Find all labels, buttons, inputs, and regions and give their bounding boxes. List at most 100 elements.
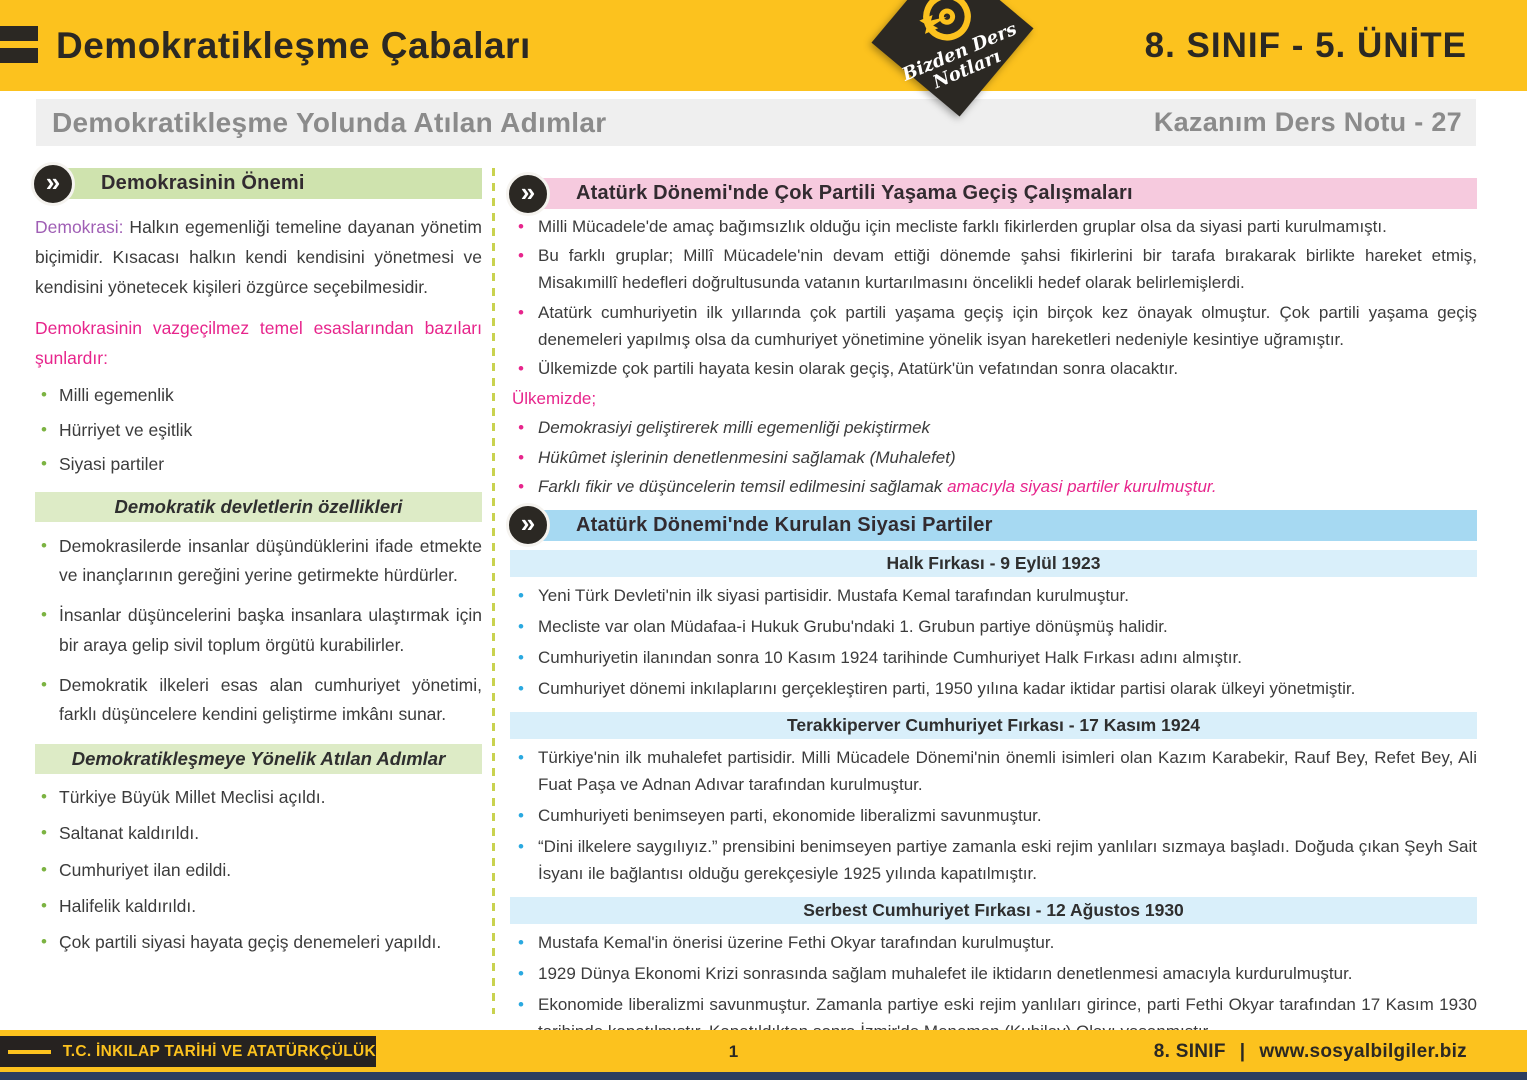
- brand-ribbon-badge: Bizden Ders Notları: [871, 0, 1034, 117]
- list-item: • Cumhuriyet ilan edildi.: [35, 857, 482, 883]
- chevron-badge-icon: »: [31, 161, 75, 206]
- bullet-icon: •: [41, 787, 47, 807]
- chevron-badge-icon: »: [506, 171, 550, 216]
- bullet-icon: •: [518, 963, 524, 983]
- page-number: 1: [728, 1041, 739, 1061]
- list-item: • Atatürk cumhuriyetin ilk yıllarında ço…: [510, 299, 1477, 353]
- footer-rule-icon: [8, 1049, 51, 1054]
- list-item: • Bu farklı gruplar; Millî Mücadele'nin …: [510, 242, 1477, 296]
- party-block-halk-firkasi: Halk Fırkası - 9 Eylül 1923 • Yeni Türk …: [510, 549, 1477, 703]
- list-item: • Çok partili siyasi hayata geçiş deneme…: [35, 929, 482, 955]
- section-header-multiparty-attempts: » Atatürk Dönemi'nde Çok Partili Yaşama …: [506, 171, 1477, 216]
- bullet-icon: •: [518, 358, 524, 378]
- list-item: • Farklı fikir ve düşüncelerin temsil ed…: [510, 473, 1477, 500]
- note-number-label: Kazanım Ders Notu - 27: [1153, 107, 1462, 137]
- list-item: • Siyasi partiler: [35, 452, 482, 477]
- chevron-badge-icon: »: [506, 503, 550, 548]
- target-arrow-logo-icon: [909, 0, 981, 54]
- bullet-icon: •: [41, 895, 47, 915]
- bullet-icon: •: [518, 476, 524, 496]
- bullet-icon: •: [41, 454, 47, 474]
- party-facts-list: • Mustafa Kemal'in önerisi üzerine Fethi…: [510, 929, 1477, 1046]
- bullet-icon: •: [518, 747, 524, 767]
- multiparty-notes-list: • Milli Mücadele'de amaç bağımsızlık old…: [510, 213, 1477, 382]
- section-title: Atatürk Dönemi'nde Kurulan Siyasi Partil…: [532, 509, 1477, 541]
- list-item: • “Dini ilkelere saygılıyız.” prensibini…: [510, 833, 1477, 887]
- section-title: Atatürk Dönemi'nde Çok Partili Yaşama Ge…: [532, 178, 1477, 209]
- bullet-icon: •: [518, 806, 524, 825]
- bullet-icon: •: [41, 932, 47, 952]
- party-founding-aims-list: • Demokrasiyi geliştirerek milli egemenl…: [510, 414, 1477, 500]
- bullet-icon: •: [41, 859, 47, 879]
- bullet-icon: •: [41, 605, 47, 625]
- sub-banner: Demokratikleşme Yolunda Atılan Adımlar K…: [36, 99, 1476, 146]
- party-block-terakkiperver: Terakkiperver Cumhuriyet Fırkası - 17 Ka…: [510, 711, 1477, 888]
- accent-bars-icon: [0, 26, 38, 70]
- list-item: • Demokrasilerde insanlar düşündüklerini…: [35, 532, 482, 592]
- democracy-definition-text: Halkın egemenliği temeline dayanan yönet…: [35, 217, 482, 298]
- list-item: • Ülkemizde çok partili hayata kesin ola…: [510, 355, 1477, 382]
- list-item: • Türkiye'nin ilk muhalefet partisidir. …: [510, 744, 1477, 798]
- bullet-icon: •: [518, 648, 524, 668]
- bullet-icon: •: [41, 419, 47, 439]
- page-subtitle: Demokratikleşme Yolunda Atılan Adımlar: [52, 106, 607, 138]
- list-item: • Cumhuriyetin ilanından sonra 10 Kasım …: [510, 644, 1477, 671]
- democracy-definition-paragraph: Demokrasi: Halkın egemenliği temeline da…: [35, 212, 482, 302]
- party-facts-list: • Türkiye'nin ilk muhalefet partisidir. …: [510, 744, 1477, 888]
- list-item: • Milli egemenlik: [35, 383, 482, 408]
- footer-website: www.sosyalbilgiler.biz: [1259, 1040, 1467, 1062]
- section-header-democracy-importance: » Demokrasinin Önemi: [31, 161, 482, 206]
- bullet-icon: •: [518, 447, 524, 467]
- bullet-icon: •: [518, 679, 524, 699]
- list-item: • Mustafa Kemal'in önerisi üzerine Fethi…: [510, 929, 1477, 956]
- list-item: • Demokratik ilkeleri esas alan cumhuriy…: [35, 671, 482, 731]
- list-item: • Hükûmet işlerinin denetlenmesini sağla…: [510, 444, 1477, 471]
- page-title: Demokratikleşme Çabaları: [56, 24, 531, 66]
- bullet-icon: •: [518, 994, 524, 1014]
- unit-label: 8. SINIF - 5. ÜNİTE: [1144, 25, 1467, 65]
- bullet-icon: •: [518, 246, 524, 266]
- list-item: • Mecliste var olan Müdafaa-i Hukuk Grub…: [510, 613, 1477, 640]
- list-item: • Türkiye Büyük Millet Meclisi açıldı.: [35, 784, 482, 810]
- democratic-features-list: • Demokrasilerde insanlar düşündüklerini…: [35, 532, 482, 731]
- list-item: • 1929 Dünya Ekonomi Krizi sonrasında sa…: [510, 960, 1477, 987]
- top-banner: Demokratikleşme Çabaları 8. SINIF - 5. Ü…: [0, 0, 1527, 91]
- bullet-icon: •: [518, 617, 524, 637]
- list-item: • İnsanlar düşüncelerini başka insanlara…: [35, 601, 482, 661]
- bullet-icon: •: [518, 418, 524, 438]
- section-title: Demokrasinin Önemi: [57, 168, 482, 199]
- bullet-icon: •: [518, 302, 524, 322]
- bullet-icon: •: [41, 535, 47, 555]
- bullet-icon: •: [518, 217, 524, 236]
- list-item: • Cumhuriyeti benimseyen parti, ekonomid…: [510, 802, 1477, 829]
- bottom-navy-strip: [0, 1072, 1527, 1080]
- left-column: » Demokrasinin Önemi Demokrasi: Halkın e…: [31, 161, 482, 965]
- bullet-icon: •: [518, 837, 524, 857]
- right-column: » Atatürk Dönemi'nde Çok Partili Yaşama …: [506, 168, 1477, 1049]
- party-facts-list: • Yeni Türk Devleti'nin ilk siyasi parti…: [510, 582, 1477, 703]
- in-our-country-lead: Ülkemizde;: [512, 389, 597, 409]
- democratization-steps-list: • Türkiye Büyük Millet Meclisi açıldı. •…: [35, 784, 482, 955]
- bullet-icon: •: [41, 823, 47, 843]
- list-item: • Demokrasiyi geliştirerek milli egemenl…: [510, 414, 1477, 441]
- course-name-box: T.C. İNKILAP TARİHİ VE ATATÜRKÇÜLÜK: [0, 1036, 376, 1067]
- essentials-lead-text: Demokrasinin vazgeçilmez temel esasların…: [35, 318, 482, 369]
- list-item: • Milli Mücadele'de amaç bağımsızlık old…: [510, 213, 1477, 240]
- bullet-icon: •: [41, 385, 47, 405]
- democracy-term: Demokrasi:: [35, 217, 124, 237]
- footer-banner: T.C. İNKILAP TARİHİ VE ATATÜRKÇÜLÜK 1 8.…: [0, 1030, 1527, 1073]
- course-name: T.C. İNKILAP TARİHİ VE ATATÜRKÇÜLÜK: [62, 1042, 376, 1060]
- list-item: • Hürriyet ve eşitlik: [35, 418, 482, 443]
- bullet-icon: •: [41, 674, 47, 694]
- list-item: • Saltanat kaldırıldı.: [35, 820, 482, 846]
- subheader-democratization-steps: Demokratikleşmeye Yönelik Atılan Adımlar: [35, 744, 482, 775]
- subheader-democratic-states: Demokratik devletlerin özellikleri: [35, 491, 482, 522]
- list-item: • Cumhuriyet dönemi inkılaplarını gerçek…: [510, 675, 1477, 702]
- list-item: • Halifelik kaldırıldı.: [35, 893, 482, 919]
- column-divider: [492, 168, 495, 1014]
- list-item: • Yeni Türk Devleti'nin ilk siyasi parti…: [510, 582, 1477, 609]
- footer-separator: |: [1239, 1040, 1246, 1062]
- party-title: Terakkiperver Cumhuriyet Fırkası - 17 Ka…: [510, 711, 1477, 739]
- bullet-icon: •: [518, 932, 524, 952]
